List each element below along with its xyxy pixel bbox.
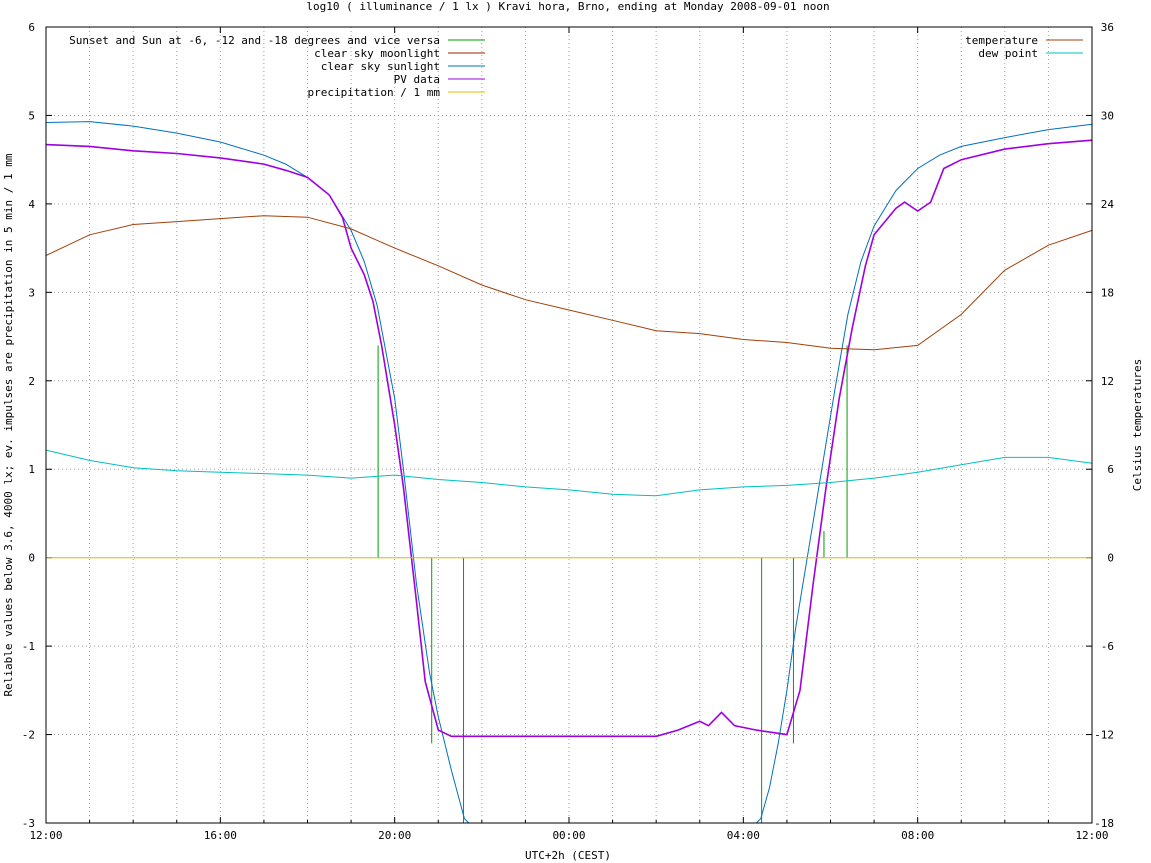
legend-label: precipitation / 1 mm: [308, 86, 441, 99]
grid: [46, 27, 1092, 823]
legend: Sunset and Sun at -6, -12 and -18 degree…: [69, 34, 1083, 99]
y-tick-label: 6: [28, 21, 35, 34]
y-tick-label: 0: [28, 552, 35, 565]
series-line: [45, 139, 1093, 738]
x-tick-label: 12:00: [29, 829, 62, 842]
y2-axis-label: Celsius temperatures: [1131, 359, 1144, 491]
y2-tick-label: 6: [1107, 463, 1114, 476]
y-axis-label: Reliable values below 3.6, 4000 lx; ev. …: [2, 153, 15, 696]
y-tick-label: -3: [22, 817, 35, 830]
y-tick-label: 3: [28, 286, 35, 299]
series-6: [45, 449, 1093, 497]
y-tick-label: 4: [28, 198, 35, 211]
plot-frame: [45, 26, 1093, 824]
y2-tick-label: 36: [1101, 21, 1114, 34]
series-0: [377, 345, 848, 823]
y-tick-label: -2: [22, 729, 35, 742]
y2-tick-label: -6: [1101, 640, 1114, 653]
x-tick-label: 00:00: [552, 829, 585, 842]
x-tick-label: 16:00: [204, 829, 237, 842]
y2-tick-label: 30: [1101, 109, 1114, 122]
y2-tick-label: -18: [1094, 817, 1114, 830]
legend-label: clear sky sunlight: [321, 60, 440, 73]
y2-tick-label: 12: [1101, 375, 1114, 388]
series-5: [45, 215, 1093, 351]
series-2: [45, 121, 1093, 824]
chart-title: log10 ( illuminance / 1 lx ) Kravi hora,…: [306, 0, 829, 13]
legend-label: dew point: [978, 47, 1038, 60]
series-3: [45, 139, 1093, 738]
x-tick-label: 04:00: [727, 829, 760, 842]
y2-tick-label: 24: [1101, 198, 1115, 211]
legend-label: PV data: [394, 73, 440, 86]
y2-tick-label: 18: [1101, 286, 1114, 299]
y-tick-label: 5: [28, 109, 35, 122]
legend-label: clear sky moonlight: [314, 47, 440, 60]
y-tick-label: -1: [22, 640, 35, 653]
series-line: [45, 121, 1093, 824]
y-tick-label: 1: [28, 463, 35, 476]
x-tick-label: 12:00: [1075, 829, 1108, 842]
x-tick-label: 20:00: [378, 829, 411, 842]
x-tick-label: 08:00: [901, 829, 934, 842]
y-tick-label: 2: [28, 375, 35, 388]
series-line: [45, 449, 1093, 497]
legend-label: temperature: [965, 34, 1038, 47]
series-layer: [45, 121, 1093, 824]
y2-tick-label: 0: [1107, 552, 1114, 565]
legend-label: Sunset and Sun at -6, -12 and -18 degree…: [69, 34, 440, 47]
y2-tick-label: -12: [1094, 729, 1114, 742]
series-line: [45, 215, 1093, 351]
x-axis-label: UTC+2h (CEST): [525, 849, 611, 862]
